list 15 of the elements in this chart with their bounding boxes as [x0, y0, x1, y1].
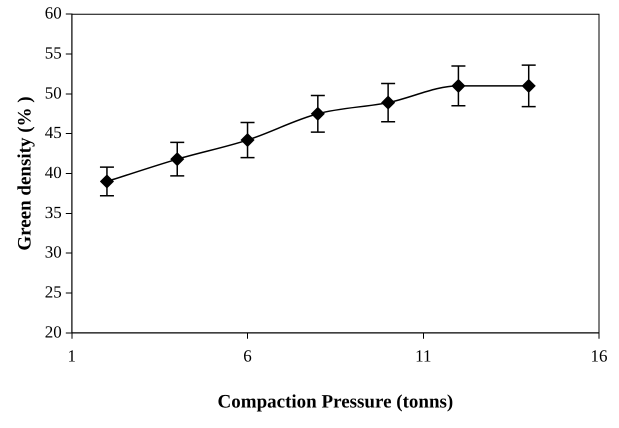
y-tick-label: 40 [44, 162, 62, 182]
x-tick-label: 6 [243, 346, 252, 366]
x-axis-title: Compaction Pressure (tonns) [218, 392, 454, 413]
y-tick-label: 45 [44, 123, 62, 142]
y-tick-label: 50 [44, 83, 62, 102]
y-tick-label: 25 [44, 282, 62, 302]
x-tick-label: 16 [590, 346, 608, 366]
y-axis-title: Green density (% ) [14, 96, 36, 251]
y-tick-label: 20 [44, 322, 62, 342]
y-tick-label: 35 [44, 202, 62, 222]
y-tick-label: 60 [44, 4, 62, 23]
y-tick-label: 55 [44, 43, 62, 62]
y-tick-label: 30 [44, 242, 62, 262]
x-tick-label: 1 [68, 346, 76, 366]
x-tick-label: 11 [415, 346, 432, 366]
